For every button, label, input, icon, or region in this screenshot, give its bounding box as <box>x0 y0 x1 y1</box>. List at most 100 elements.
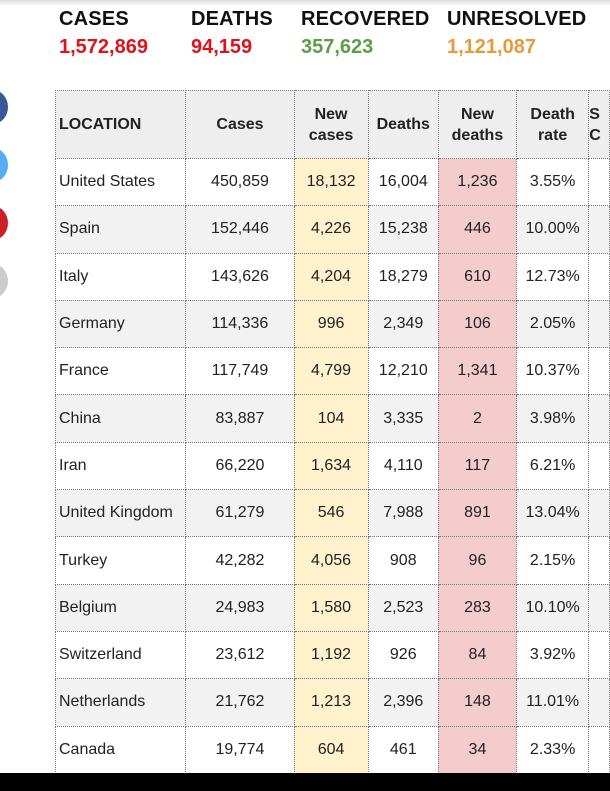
cell-deaths: 12,210 <box>367 347 439 396</box>
cell-new-deaths: 283 <box>437 583 517 632</box>
cell-location: France <box>54 347 187 396</box>
cell-cases: 24,983 <box>185 583 295 632</box>
cell-partial <box>588 489 610 538</box>
cell-partial <box>588 252 610 301</box>
cell-location: China <box>54 394 187 443</box>
cell-cases: 114,336 <box>185 299 295 349</box>
cell-deaths: 3,335 <box>367 394 439 443</box>
cell-death-rate: 2.05% <box>515 299 590 349</box>
cell-new-cases: 4,056 <box>293 536 369 585</box>
summary-stats: CASES 1,572,869 DEATHS 94,159 RECOVERED 357,6… <box>59 8 597 59</box>
cell-partial <box>588 725 610 774</box>
cell-deaths: 15,238 <box>367 205 439 254</box>
cell-new-cases: 4,204 <box>293 252 369 301</box>
cell-death-rate: 6.21% <box>515 441 590 491</box>
cell-death-rate: 10.37% <box>515 347 590 396</box>
cell-new-cases: 996 <box>293 299 369 349</box>
cell-new-cases: 1,192 <box>293 630 369 680</box>
top-shadow <box>0 0 610 6</box>
table-row: Canada 19,774 604 461 34 2.33% <box>54 725 610 774</box>
cell-death-rate: 10.10% <box>515 583 590 632</box>
cell-partial <box>588 394 610 443</box>
cell-new-deaths: 96 <box>437 536 517 585</box>
cell-new-cases: 1,580 <box>293 583 369 632</box>
facebook-icon[interactable] <box>0 90 8 124</box>
twitter-icon[interactable] <box>0 148 8 182</box>
cell-deaths: 18,279 <box>367 252 439 301</box>
table-row: Iran 66,220 1,634 4,110 117 6.21% <box>54 441 610 491</box>
cell-death-rate: 10.00% <box>515 205 590 254</box>
cell-deaths: 2,523 <box>367 583 439 632</box>
header-new-deaths[interactable]: New deaths <box>437 90 517 159</box>
table-row: China 83,887 104 3,335 2 3.98% <box>54 394 610 443</box>
cell-new-deaths: 84 <box>437 630 517 680</box>
cell-deaths: 461 <box>367 725 439 774</box>
cell-new-deaths: 891 <box>437 489 517 538</box>
cell-partial <box>588 299 610 349</box>
cell-location: Turkey <box>54 536 187 585</box>
cell-cases: 117,749 <box>185 347 295 396</box>
header-new-cases[interactable]: New cases <box>293 90 369 159</box>
cases-table: LOCATION Cases New cases Deaths New deat… <box>54 90 610 774</box>
cell-cases: 143,626 <box>185 252 295 301</box>
cell-cases: 42,282 <box>185 536 295 585</box>
stat-cases: CASES 1,572,869 <box>59 8 191 59</box>
cell-location: Netherlands <box>54 678 187 727</box>
cell-new-deaths: 1,236 <box>437 157 517 207</box>
cell-new-deaths: 34 <box>437 725 517 774</box>
cell-new-deaths: 148 <box>437 678 517 727</box>
header-cases[interactable]: Cases <box>185 90 295 159</box>
cell-new-cases: 546 <box>293 489 369 538</box>
cell-deaths: 926 <box>367 630 439 680</box>
table-row: Spain 152,446 4,226 15,238 446 10.00% <box>54 205 610 254</box>
table-row: Belgium 24,983 1,580 2,523 283 10.10% <box>54 583 610 632</box>
stat-label: DEATHS <box>191 8 273 30</box>
stat-value: 94,159 <box>191 36 253 58</box>
cell-partial <box>588 583 610 632</box>
stat-unresolved: UNRESOLVED 1,121,087 <box>447 8 597 59</box>
cell-death-rate: 2.15% <box>515 536 590 585</box>
header-location[interactable]: LOCATION <box>54 90 187 159</box>
cell-new-cases: 4,799 <box>293 347 369 396</box>
cell-partial <box>588 678 610 727</box>
cell-deaths: 908 <box>367 536 439 585</box>
cell-new-cases: 4,226 <box>293 205 369 254</box>
cell-new-deaths: 2 <box>437 394 517 443</box>
cell-cases: 21,762 <box>185 678 295 727</box>
header-partial-column[interactable]: S C <box>588 90 610 159</box>
cell-partial <box>588 157 610 207</box>
cell-partial <box>588 441 610 491</box>
cell-new-deaths: 446 <box>437 205 517 254</box>
more-share-icon[interactable] <box>0 264 8 298</box>
cell-partial <box>588 536 610 585</box>
stat-value: 1,572,869 <box>59 36 148 58</box>
table-row: France 117,749 4,799 12,210 1,341 10.37% <box>54 347 610 396</box>
cell-cases: 83,887 <box>185 394 295 443</box>
table-row: Netherlands 21,762 1,213 2,396 148 11.01% <box>54 678 610 727</box>
cell-new-deaths: 1,341 <box>437 347 517 396</box>
table-row: United Kingdom 61,279 546 7,988 891 13.04% <box>54 489 610 538</box>
cell-cases: 152,446 <box>185 205 295 254</box>
cell-location: Switzerland <box>54 630 187 680</box>
cell-new-cases: 1,213 <box>293 678 369 727</box>
cell-death-rate: 3.55% <box>515 157 590 207</box>
cell-new-cases: 604 <box>293 725 369 774</box>
cell-new-cases: 1,634 <box>293 441 369 491</box>
header-death-rate[interactable]: Death rate <box>515 90 590 159</box>
cell-location: Spain <box>54 205 187 254</box>
cell-cases: 66,220 <box>185 441 295 491</box>
cell-cases: 450,859 <box>185 157 295 207</box>
table-row: Italy 143,626 4,204 18,279 610 12.73% <box>54 252 610 301</box>
cell-partial <box>588 630 610 680</box>
cell-deaths: 16,004 <box>367 157 439 207</box>
cell-death-rate: 13.04% <box>515 489 590 538</box>
cell-new-deaths: 610 <box>437 252 517 301</box>
cell-death-rate: 3.92% <box>515 630 590 680</box>
cell-location: Canada <box>54 725 187 774</box>
pinterest-icon[interactable] <box>0 206 8 240</box>
cell-deaths: 4,110 <box>367 441 439 491</box>
header-deaths[interactable]: Deaths <box>367 90 439 159</box>
table-header-row: LOCATION Cases New cases Deaths New deat… <box>54 90 610 159</box>
cell-cases: 23,612 <box>185 630 295 680</box>
cell-new-deaths: 106 <box>437 299 517 349</box>
